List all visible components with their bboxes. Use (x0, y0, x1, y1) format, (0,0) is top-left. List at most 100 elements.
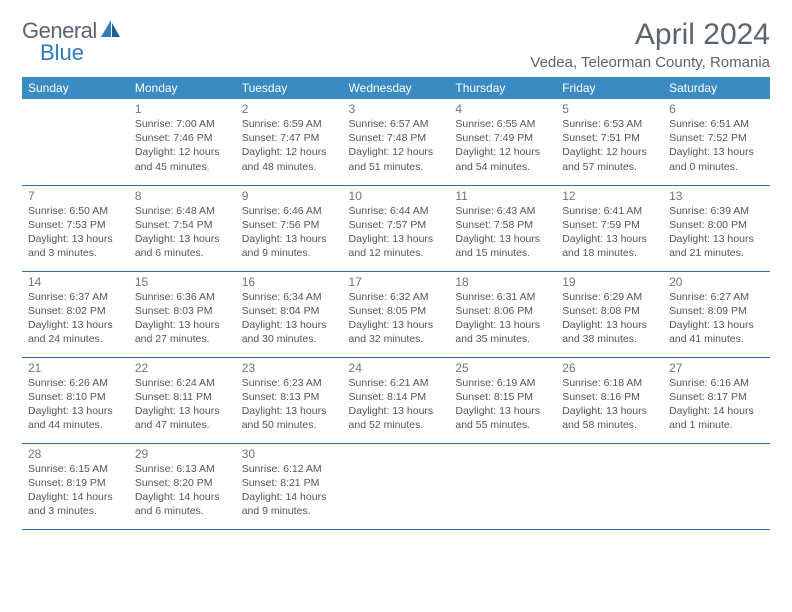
sunrise-text: Sunrise: 6:32 AM (349, 290, 444, 304)
day-info: Sunrise: 6:55 AMSunset: 7:49 PMDaylight:… (455, 117, 550, 174)
calendar-day-cell: 27Sunrise: 6:16 AMSunset: 8:17 PMDayligh… (663, 357, 770, 443)
daylight-text: Daylight: 12 hours and 54 minutes. (455, 145, 550, 173)
calendar-day-cell: 14Sunrise: 6:37 AMSunset: 8:02 PMDayligh… (22, 271, 129, 357)
calendar-day-cell: 16Sunrise: 6:34 AMSunset: 8:04 PMDayligh… (236, 271, 343, 357)
sunrise-text: Sunrise: 6:21 AM (349, 376, 444, 390)
day-info: Sunrise: 6:23 AMSunset: 8:13 PMDaylight:… (242, 376, 337, 433)
sunset-text: Sunset: 8:09 PM (669, 304, 764, 318)
sunset-text: Sunset: 7:46 PM (135, 131, 230, 145)
calendar-day-cell: 5Sunrise: 6:53 AMSunset: 7:51 PMDaylight… (556, 99, 663, 185)
day-info: Sunrise: 6:39 AMSunset: 8:00 PMDaylight:… (669, 204, 764, 261)
day-info: Sunrise: 6:21 AMSunset: 8:14 PMDaylight:… (349, 376, 444, 433)
day-number: 10 (349, 189, 444, 203)
sunrise-text: Sunrise: 6:39 AM (669, 204, 764, 218)
daylight-text: Daylight: 12 hours and 51 minutes. (349, 145, 444, 173)
daylight-text: Daylight: 13 hours and 0 minutes. (669, 145, 764, 173)
daylight-text: Daylight: 13 hours and 6 minutes. (135, 232, 230, 260)
day-number: 1 (135, 102, 230, 116)
calendar-day-cell: 29Sunrise: 6:13 AMSunset: 8:20 PMDayligh… (129, 443, 236, 529)
title-block: April 2024 Vedea, Teleorman County, Roma… (530, 18, 770, 71)
daylight-text: Daylight: 13 hours and 52 minutes. (349, 404, 444, 432)
day-number: 4 (455, 102, 550, 116)
daylight-text: Daylight: 12 hours and 45 minutes. (135, 145, 230, 173)
daylight-text: Daylight: 13 hours and 30 minutes. (242, 318, 337, 346)
daylight-text: Daylight: 13 hours and 18 minutes. (562, 232, 657, 260)
sunrise-text: Sunrise: 6:53 AM (562, 117, 657, 131)
calendar-day-cell: 10Sunrise: 6:44 AMSunset: 7:57 PMDayligh… (343, 185, 450, 271)
calendar-day-cell: 3Sunrise: 6:57 AMSunset: 7:48 PMDaylight… (343, 99, 450, 185)
calendar-week-row: 7Sunrise: 6:50 AMSunset: 7:53 PMDaylight… (22, 185, 770, 271)
calendar-day-cell: 20Sunrise: 6:27 AMSunset: 8:09 PMDayligh… (663, 271, 770, 357)
calendar-day-cell: 21Sunrise: 6:26 AMSunset: 8:10 PMDayligh… (22, 357, 129, 443)
sunrise-text: Sunrise: 6:29 AM (562, 290, 657, 304)
calendar-day-cell: 26Sunrise: 6:18 AMSunset: 8:16 PMDayligh… (556, 357, 663, 443)
location-subtitle: Vedea, Teleorman County, Romania (530, 54, 770, 71)
day-info: Sunrise: 6:34 AMSunset: 8:04 PMDaylight:… (242, 290, 337, 347)
daylight-text: Daylight: 13 hours and 9 minutes. (242, 232, 337, 260)
daylight-text: Daylight: 13 hours and 44 minutes. (28, 404, 123, 432)
day-number: 28 (28, 447, 123, 461)
day-number: 12 (562, 189, 657, 203)
logo-sail-icon (101, 18, 121, 44)
sunrise-text: Sunrise: 6:44 AM (349, 204, 444, 218)
day-number: 17 (349, 275, 444, 289)
weekday-header: Sunday (22, 77, 129, 99)
day-number: 30 (242, 447, 337, 461)
day-info: Sunrise: 6:26 AMSunset: 8:10 PMDaylight:… (28, 376, 123, 433)
day-info: Sunrise: 6:57 AMSunset: 7:48 PMDaylight:… (349, 117, 444, 174)
day-info: Sunrise: 6:50 AMSunset: 7:53 PMDaylight:… (28, 204, 123, 261)
sunset-text: Sunset: 8:14 PM (349, 390, 444, 404)
sunrise-text: Sunrise: 6:57 AM (349, 117, 444, 131)
day-number: 22 (135, 361, 230, 375)
calendar-day-cell: 7Sunrise: 6:50 AMSunset: 7:53 PMDaylight… (22, 185, 129, 271)
day-info: Sunrise: 6:37 AMSunset: 8:02 PMDaylight:… (28, 290, 123, 347)
day-info: Sunrise: 6:43 AMSunset: 7:58 PMDaylight:… (455, 204, 550, 261)
day-number: 16 (242, 275, 337, 289)
daylight-text: Daylight: 13 hours and 55 minutes. (455, 404, 550, 432)
calendar-day-cell: 30Sunrise: 6:12 AMSunset: 8:21 PMDayligh… (236, 443, 343, 529)
sunset-text: Sunset: 8:11 PM (135, 390, 230, 404)
page-header: General April 2024 Vedea, Teleorman Coun… (22, 18, 770, 71)
day-info: Sunrise: 6:31 AMSunset: 8:06 PMDaylight:… (455, 290, 550, 347)
day-number: 11 (455, 189, 550, 203)
sunrise-text: Sunrise: 6:27 AM (669, 290, 764, 304)
sunrise-text: Sunrise: 6:13 AM (135, 462, 230, 476)
sunset-text: Sunset: 8:02 PM (28, 304, 123, 318)
calendar-day-cell: 6Sunrise: 6:51 AMSunset: 7:52 PMDaylight… (663, 99, 770, 185)
weekday-header: Tuesday (236, 77, 343, 99)
day-info: Sunrise: 6:53 AMSunset: 7:51 PMDaylight:… (562, 117, 657, 174)
daylight-text: Daylight: 13 hours and 12 minutes. (349, 232, 444, 260)
sunrise-text: Sunrise: 6:50 AM (28, 204, 123, 218)
sunrise-text: Sunrise: 6:41 AM (562, 204, 657, 218)
day-info: Sunrise: 6:27 AMSunset: 8:09 PMDaylight:… (669, 290, 764, 347)
calendar-week-row: 1Sunrise: 7:00 AMSunset: 7:46 PMDaylight… (22, 99, 770, 185)
sunrise-text: Sunrise: 6:51 AM (669, 117, 764, 131)
day-info: Sunrise: 6:32 AMSunset: 8:05 PMDaylight:… (349, 290, 444, 347)
daylight-text: Daylight: 13 hours and 21 minutes. (669, 232, 764, 260)
calendar-body: 1Sunrise: 7:00 AMSunset: 7:46 PMDaylight… (22, 99, 770, 529)
daylight-text: Daylight: 13 hours and 38 minutes. (562, 318, 657, 346)
calendar-day-cell: 13Sunrise: 6:39 AMSunset: 8:00 PMDayligh… (663, 185, 770, 271)
sunrise-text: Sunrise: 6:26 AM (28, 376, 123, 390)
month-title: April 2024 (530, 18, 770, 52)
calendar-day-cell (556, 443, 663, 529)
day-info: Sunrise: 6:36 AMSunset: 8:03 PMDaylight:… (135, 290, 230, 347)
calendar-day-cell: 19Sunrise: 6:29 AMSunset: 8:08 PMDayligh… (556, 271, 663, 357)
sunrise-text: Sunrise: 6:46 AM (242, 204, 337, 218)
calendar-day-cell: 2Sunrise: 6:59 AMSunset: 7:47 PMDaylight… (236, 99, 343, 185)
day-info: Sunrise: 6:29 AMSunset: 8:08 PMDaylight:… (562, 290, 657, 347)
calendar-day-cell: 4Sunrise: 6:55 AMSunset: 7:49 PMDaylight… (449, 99, 556, 185)
daylight-text: Daylight: 13 hours and 47 minutes. (135, 404, 230, 432)
calendar-day-cell: 22Sunrise: 6:24 AMSunset: 8:11 PMDayligh… (129, 357, 236, 443)
day-info: Sunrise: 6:16 AMSunset: 8:17 PMDaylight:… (669, 376, 764, 433)
weekday-header: Monday (129, 77, 236, 99)
day-number: 2 (242, 102, 337, 116)
sunset-text: Sunset: 7:58 PM (455, 218, 550, 232)
calendar-day-cell: 12Sunrise: 6:41 AMSunset: 7:59 PMDayligh… (556, 185, 663, 271)
daylight-text: Daylight: 13 hours and 15 minutes. (455, 232, 550, 260)
day-info: Sunrise: 6:18 AMSunset: 8:16 PMDaylight:… (562, 376, 657, 433)
daylight-text: Daylight: 14 hours and 9 minutes. (242, 490, 337, 518)
sunset-text: Sunset: 8:21 PM (242, 476, 337, 490)
sunset-text: Sunset: 8:03 PM (135, 304, 230, 318)
sunset-text: Sunset: 8:00 PM (669, 218, 764, 232)
